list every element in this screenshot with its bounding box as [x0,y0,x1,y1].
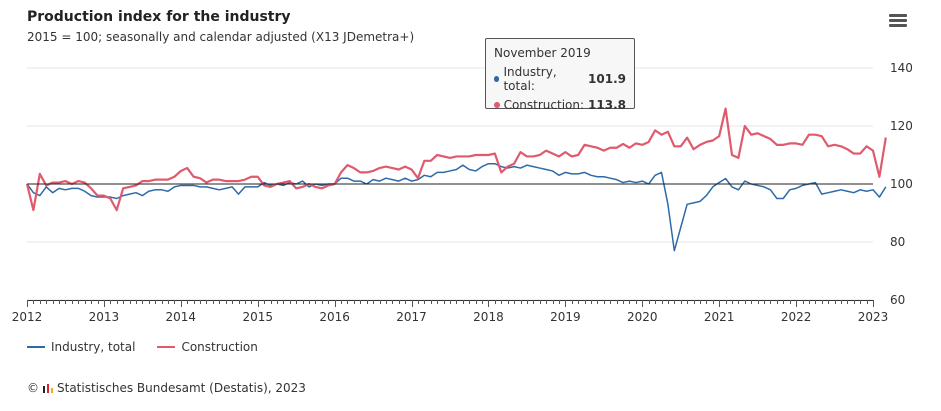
tooltip-title: November 2019 [494,46,591,60]
x-tick-label: 2014 [166,310,197,324]
chart-tooltip: November 2019 Industry, total: 101.9 Con… [485,38,635,112]
tooltip-row-value: 113.8 [588,98,626,112]
tooltip-row-industry: Industry, total: 101.9 [494,65,626,93]
x-tick-label: 2020 [627,310,658,324]
x-tick-label: 2016 [319,310,350,324]
tooltip-row-construction: Construction: 113.8 [494,98,626,112]
legend-item-industry[interactable]: Industry, total [27,340,135,354]
x-tick-label: 2023 [858,310,889,324]
x-tick-label: 2015 [242,310,273,324]
y-tick-label: 100 [890,177,913,191]
construction-dot-icon [494,102,500,108]
chart-title: Production index for the industry [27,9,291,25]
credits-text: Statistisches Bundesamt (Destatis), 2023 [57,381,306,395]
legend-line-icon [157,345,176,349]
tooltip-row-label: Construction: [503,98,585,112]
industry-dot-icon [494,76,500,82]
destatis-logo-icon [43,384,53,393]
x-tick-label: 2017 [396,310,427,324]
y-tick-label: 60 [890,293,905,307]
series-line-industry [26,162,887,252]
legend-item-construction[interactable]: Construction [157,340,258,354]
hamburger-icon-bar [889,19,907,22]
copyright-icon: © [27,381,39,395]
hamburger-icon [889,14,907,17]
chart-menu-button[interactable] [888,12,908,28]
hamburger-icon-bar [889,24,907,27]
tooltip-row-label: Industry, total: [503,65,557,93]
chart-legend: Industry, total Construction [27,340,258,354]
chart-subtitle: 2015 = 100; seasonally and calendar adju… [27,30,415,44]
y-tick-label: 80 [890,235,905,249]
x-tick-label: 2018 [473,310,504,324]
x-tick-label: 2022 [781,310,812,324]
legend-label: Industry, total [51,340,136,354]
series-line-construction [25,107,887,212]
tooltip-row-value: 101.9 [588,72,626,86]
x-tick-label: 2012 [12,310,43,324]
y-tick-label: 120 [890,119,913,133]
x-tick-label: 2021 [704,310,735,324]
x-tick-label: 2019 [550,310,581,324]
y-tick-label: 140 [890,61,913,75]
x-tick-label: 2013 [89,310,120,324]
legend-label: Construction [181,340,258,354]
legend-line-icon [27,345,45,349]
credits: © Statistisches Bundesamt (Destatis), 20… [27,381,306,395]
